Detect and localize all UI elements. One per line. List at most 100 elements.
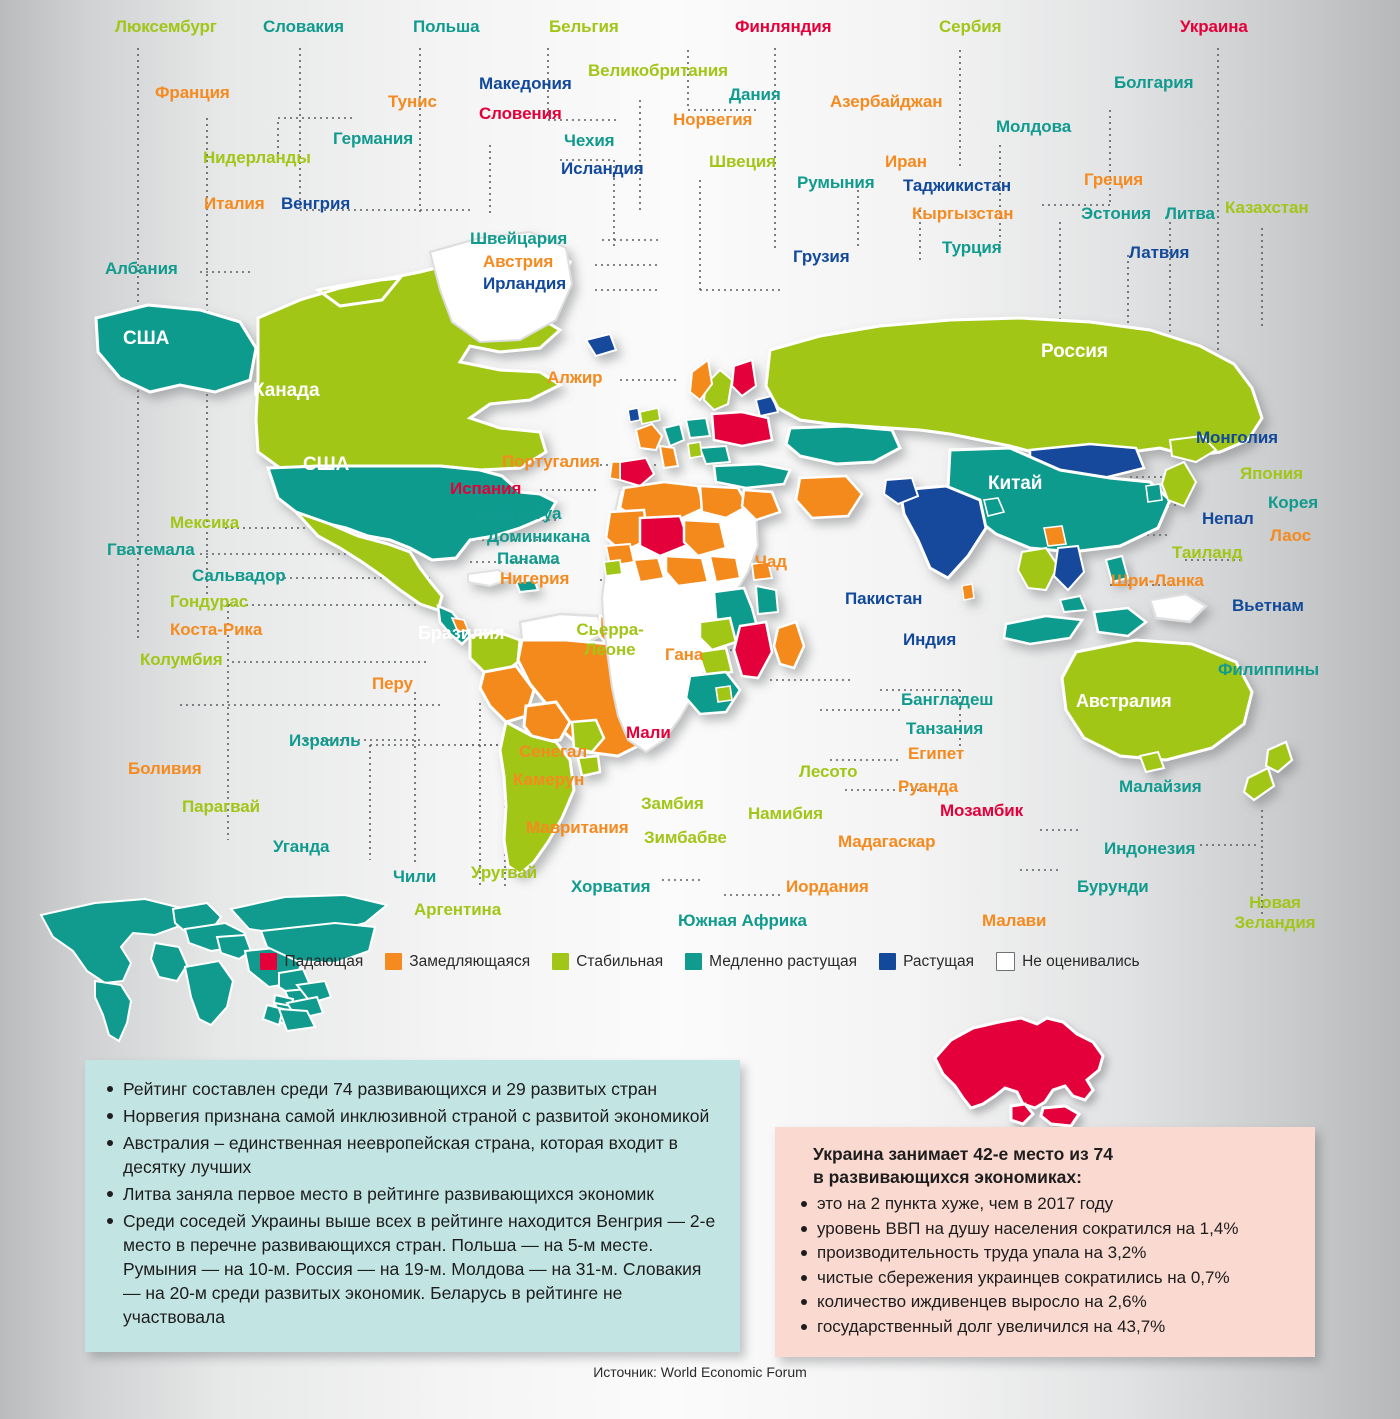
map-label-iceland[interactable]: Исландия [561,159,644,178]
map-label-croatia[interactable]: Хорватия [571,877,651,896]
map-label-sweden[interactable]: Швеция [709,152,776,171]
map-label-ghana[interactable]: Гана [665,645,704,664]
legend-item-stable[interactable]: Стабильная [552,953,663,971]
map-label-panama[interactable]: Панама [497,549,560,568]
map-label-nepal[interactable]: Непал [1202,509,1254,528]
map-label-rwanda[interactable]: Руанда [898,777,958,796]
map-label-lithuania[interactable]: Литва [1165,204,1215,223]
map-label-zambia[interactable]: Замбия [641,794,704,813]
map-label-switzerland[interactable]: Швейцария [470,229,568,248]
map-label-denmark[interactable]: Дания [729,85,781,104]
map-label-tajikistan[interactable]: Таджикистан [903,176,1012,195]
map-label-argentina[interactable]: Аргентина [414,900,502,919]
map-label-turkey[interactable]: Турция [942,238,1002,257]
map-label-nigeria[interactable]: Нигерия [500,569,570,588]
map-label-malaysia[interactable]: Малайзия [1119,777,1202,796]
map-label-sri-lanka[interactable]: Шри-Ланка [1111,571,1204,590]
map-label-bolivia[interactable]: Боливия [128,759,202,778]
map-label-south-africa[interactable]: Южная Африка [678,911,807,930]
map-label-germany[interactable]: Германия [333,129,414,148]
map-label-japan[interactable]: Япония [1240,464,1303,483]
legend-item-growing[interactable]: Растущая [879,953,974,971]
map-label-mongolia[interactable]: Монголия [1196,428,1279,447]
map-label-egypt[interactable]: Египет [908,744,965,763]
map-label-belgium[interactable]: Бельгия [549,17,619,36]
map-label-serbia[interactable]: Сербия [939,17,1002,36]
map-label-austria[interactable]: Австрия [483,252,554,271]
map-label-czechia[interactable]: Чехия [564,131,615,150]
map-label-netherlands[interactable]: Нидерланды [203,148,311,167]
map-label-nicaragua[interactable]: Никарагуа [476,504,562,523]
map-label-tunisia[interactable]: Тунис [388,92,437,111]
map-label-india[interactable]: Индия [903,630,957,649]
map-label-colombia[interactable]: Колумбия [140,650,223,669]
map-label-bulgaria[interactable]: Болгария [1114,73,1194,92]
map-label-mali[interactable]: Мали [626,723,671,742]
map-label-dominicana[interactable]: Доминикана [487,527,590,546]
map-label-poland[interactable]: Польша [413,17,480,36]
map-label-mauritania[interactable]: Мавритания [526,818,629,837]
map-label-costa-rica[interactable]: Коста-Рика [170,620,263,639]
map-label-latvia[interactable]: Латвия [1129,243,1190,262]
map-label-malawi[interactable]: Малави [982,911,1047,930]
map-label-uk[interactable]: Великобритания [588,61,729,80]
map-label-honduras[interactable]: Гондурас [170,592,249,611]
legend-item-slow-growing[interactable]: Медленно растущая [685,953,857,971]
map-label-cameroon[interactable]: Камерун [513,770,585,789]
map-label-thailand[interactable]: Таиланд [1172,543,1243,562]
map-label-iran[interactable]: Иран [885,152,927,171]
map-label-uruguay[interactable]: Уругвай [471,863,538,882]
map-label-chile[interactable]: Чили [393,867,437,886]
map-label-hungary[interactable]: Венгрия [281,194,351,213]
map-label-kyrgyzstan[interactable]: Кыргызстан [912,204,1014,223]
map-label-israel[interactable]: Израиль [289,731,361,750]
map-label-luxembourg[interactable]: Люксембург [115,17,217,36]
map-label-pakistan[interactable]: Пакистан [845,589,923,608]
legend-item-falling[interactable]: Падающая [260,953,363,971]
map-label-slovenia[interactable]: Словения [479,104,562,123]
map-label-spain[interactable]: Испания [450,479,522,498]
map-label-new-zealand[interactable]: Новая Зеландия [1234,893,1316,932]
map-label-vietnam[interactable]: Вьетнам [1232,596,1304,615]
map-label-romania[interactable]: Румыния [797,173,875,192]
map-label-chad[interactable]: Чад [755,552,787,571]
map-label-albania[interactable]: Албания [105,259,178,278]
map-label-georgia[interactable]: Грузия [793,247,850,266]
map-label-italy[interactable]: Италия [204,194,265,213]
map-label-tanzania[interactable]: Танзания [906,719,984,738]
map-label-madagascar[interactable]: Мадагаскар [838,832,936,851]
legend-item-slowing[interactable]: Замедляющаяся [385,953,530,971]
map-label-namibia[interactable]: Намибия [748,804,823,823]
map-label-kazakhstan[interactable]: Казахстан [1225,198,1309,217]
map-label-mexico[interactable]: Мексика [170,513,240,532]
map-label-indonesia[interactable]: Индонезия [1104,839,1196,858]
map-label-jordan[interactable]: Иордания [786,877,869,896]
legend-item-not-assessed[interactable]: Не оценивались [996,952,1140,971]
map-label-moldova[interactable]: Молдова [996,117,1072,136]
map-label-ukraine[interactable]: Украина [1180,17,1248,36]
map-label-norway[interactable]: Норвегия [673,110,753,129]
map-label-philippines[interactable]: Филиппины [1218,660,1320,679]
map-label-slovakia[interactable]: Словакия [263,17,344,36]
map-label-uganda[interactable]: Уганда [273,837,330,856]
map-label-lesotho[interactable]: Лесото [799,762,858,781]
map-label-laos[interactable]: Лаос [1270,526,1312,545]
map-label-salvador[interactable]: Сальвадор [192,566,286,585]
map-label-guatemala[interactable]: Гватемала [107,540,195,559]
map-label-macedonia[interactable]: Македония [479,74,572,93]
map-label-ireland[interactable]: Ирландия [483,274,567,293]
map-label-peru[interactable]: Перу [372,674,413,693]
map-label-france[interactable]: Франция [155,83,230,102]
map-label-senegal[interactable]: Сенегал [519,742,588,761]
map-label-azerbaijan[interactable]: Азербайджан [830,92,943,111]
map-label-algeria[interactable]: Алжир [547,368,603,387]
map-label-burundi[interactable]: Бурунди [1077,877,1149,896]
map-label-bangladesh[interactable]: Бангладеш [901,690,994,709]
map-label-korea[interactable]: Корея [1268,493,1319,512]
map-label-paraguay[interactable]: Парагвай [182,797,260,816]
map-label-estonia[interactable]: Эстония [1081,204,1151,223]
map-label-mozambique[interactable]: Мозамбик [940,801,1024,820]
map-label-zimbabwe[interactable]: Зимбабве [644,828,727,847]
map-label-finland[interactable]: Финляндия [735,17,832,36]
map-label-sierra-leone[interactable]: Сьерра-Леоне [576,620,644,659]
